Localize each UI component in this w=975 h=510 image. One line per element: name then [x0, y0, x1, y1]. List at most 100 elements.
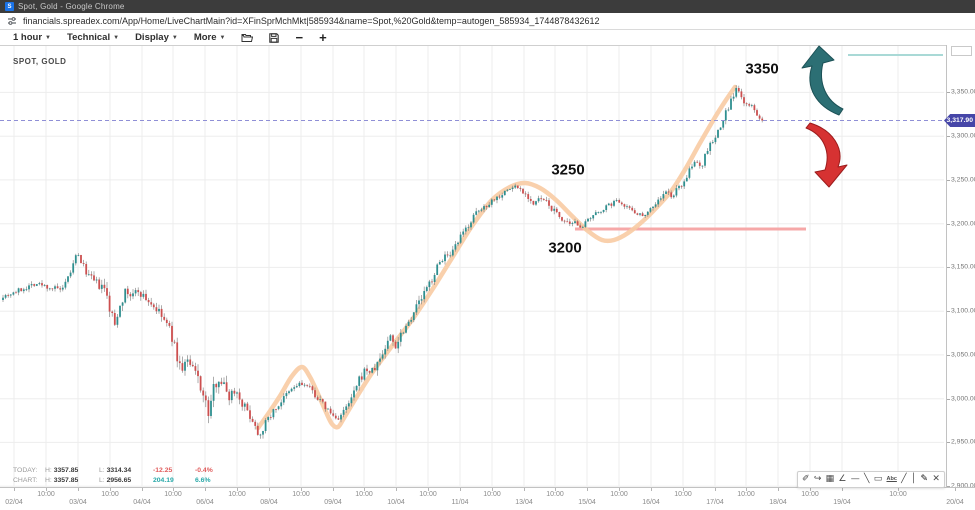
time-tick	[364, 488, 365, 491]
chart-toolbar: 1 hour ▼ Technical ▼ Display ▼ More ▼	[0, 30, 975, 45]
price-annotation-label[interactable]: 3350	[745, 60, 779, 78]
down-arrow[interactable]	[805, 122, 848, 188]
drawing-toolbar: ✐ ↪ ▦ ∠ — ╲ ▭ Abc ╱ │ ✎ ✕	[797, 471, 945, 488]
grid-icon[interactable]: ▦	[825, 474, 835, 484]
time-tick	[810, 488, 811, 491]
time-axis-label: 10:00	[101, 491, 119, 498]
date-axis-label: 02/04	[5, 499, 23, 506]
price-tick	[947, 486, 950, 488]
price-tick	[947, 311, 950, 313]
more-menu[interactable]: More ▼	[188, 32, 232, 43]
price-annotation-label[interactable]: 3200	[548, 239, 582, 257]
vertical-line-icon[interactable]: │	[910, 474, 917, 484]
segment-icon[interactable]: ╲	[864, 474, 870, 484]
stats-low: L: 2956.65	[99, 477, 132, 484]
time-tick	[428, 488, 429, 491]
price-axis-label: 3,100.00	[951, 307, 975, 315]
close-icon[interactable]: ✕	[932, 474, 940, 484]
price-tick	[947, 136, 950, 138]
save-chart-button[interactable]	[263, 32, 285, 43]
url-text[interactable]: financials.spreadex.com/App/Home/LiveCha…	[23, 16, 600, 26]
time-tick	[492, 488, 493, 491]
axis-settings-box[interactable]	[951, 46, 972, 56]
date-axis-label: 16/04	[642, 499, 660, 506]
price-tick	[947, 398, 950, 400]
rectangle-icon[interactable]: ▭	[873, 474, 883, 484]
time-tick	[301, 488, 302, 491]
time-axis-label: 10:00	[737, 491, 755, 498]
price-axis-label: 2,900.00	[951, 483, 975, 490]
price-axis-label: 3,050.00	[951, 351, 975, 359]
time-tick	[524, 488, 525, 491]
site-info-icon[interactable]	[7, 16, 17, 26]
date-axis-label: 11/04	[451, 499, 469, 506]
time-tick	[955, 488, 956, 491]
price-axis[interactable]: 3,350.00 3,300.00 3,250.00 3,200.00 3,150.00…	[946, 45, 975, 490]
price-axis-label: 3,000.00	[951, 395, 975, 403]
chevron-down-icon: ▼	[171, 34, 178, 41]
time-tick	[619, 488, 620, 491]
zoom-in-button[interactable]: +	[313, 31, 333, 44]
date-axis-label: 10/04	[387, 499, 405, 506]
zoom-out-button[interactable]: −	[289, 31, 309, 44]
diagonal-line-icon[interactable]: ╱	[901, 474, 907, 484]
smoothed-trend-curve[interactable]	[255, 84, 738, 431]
time-axis-label: 10:00	[355, 491, 373, 498]
time-tick	[173, 488, 174, 491]
price-annotation-label[interactable]: 3250	[551, 161, 585, 179]
date-axis-label: 15/04	[578, 499, 596, 506]
time-tick	[396, 488, 397, 491]
up-arrow[interactable]	[801, 45, 844, 116]
time-axis-label: 10:00	[164, 491, 182, 498]
window-titlebar[interactable]: S Spot, Gold - Google Chrome	[0, 0, 975, 13]
price-axis-label: 3,350.00	[951, 88, 975, 96]
time-tick	[14, 488, 15, 491]
chevron-down-icon: ▼	[219, 34, 226, 41]
time-tick	[237, 488, 238, 491]
price-axis-label: 3,300.00	[951, 132, 975, 140]
time-tick	[46, 488, 47, 491]
marker-icon[interactable]: ✎	[920, 474, 929, 484]
price-tick	[947, 223, 950, 225]
time-axis-label: 10:00	[801, 491, 819, 498]
chart-canvas[interactable]	[0, 45, 975, 487]
time-tick	[142, 488, 143, 491]
date-axis-label: 19/04	[833, 499, 851, 506]
time-axis-label: 10:00	[546, 491, 564, 498]
stats-row-label: TODAY:	[13, 467, 38, 474]
time-axis-label: 10:00	[674, 491, 692, 498]
horizontal-line-icon[interactable]: —	[850, 474, 860, 484]
technical-menu[interactable]: Technical ▼	[61, 32, 125, 43]
price-stats: TODAY: H: 3357.85 L: 3314.34 -12.25 -0.4% CHA…	[13, 467, 225, 485]
time-tick	[460, 488, 461, 491]
text-icon[interactable]: Abc	[886, 476, 897, 482]
price-axis-label: 3,200.00	[951, 220, 975, 228]
chart-symbol-label: SPOT, GOLD	[13, 57, 67, 66]
timeframe-dropdown[interactable]: 1 hour ▼	[7, 32, 57, 43]
price-tick	[947, 179, 950, 181]
date-axis-label: 04/04	[133, 499, 151, 506]
url-bar[interactable]: financials.spreadex.com/App/Home/LiveCha…	[0, 13, 975, 30]
stats-high: H: 3357.85	[45, 477, 79, 484]
curve-arrow-icon[interactable]: ↪	[813, 474, 822, 484]
stats-change: -12.25	[153, 467, 173, 474]
folder-icon	[241, 33, 254, 42]
site-favicon-icon: S	[5, 2, 14, 11]
pointer-icon[interactable]: ✐	[802, 474, 810, 484]
more-menu-label: More	[193, 32, 217, 43]
chart-area[interactable]	[0, 45, 975, 487]
time-tick	[269, 488, 270, 491]
open-chart-button[interactable]	[235, 33, 259, 43]
date-axis-label: 03/04	[69, 499, 87, 506]
price-tick	[947, 92, 950, 94]
date-axis-label: 09/04	[324, 499, 342, 506]
time-axis[interactable]: 02/04 03/04 04/04 06/04 08/04 09/04 10/04 11/04…	[0, 487, 975, 510]
time-tick	[683, 488, 684, 491]
trend-fan-icon[interactable]: ∠	[838, 474, 847, 484]
stats-change-pct: 6.6%	[195, 477, 211, 484]
display-menu[interactable]: Display ▼	[129, 32, 184, 43]
candles	[2, 85, 764, 439]
time-tick	[898, 488, 899, 491]
date-axis-label: 06/04	[196, 499, 214, 506]
stats-change: 204.19	[153, 477, 174, 484]
